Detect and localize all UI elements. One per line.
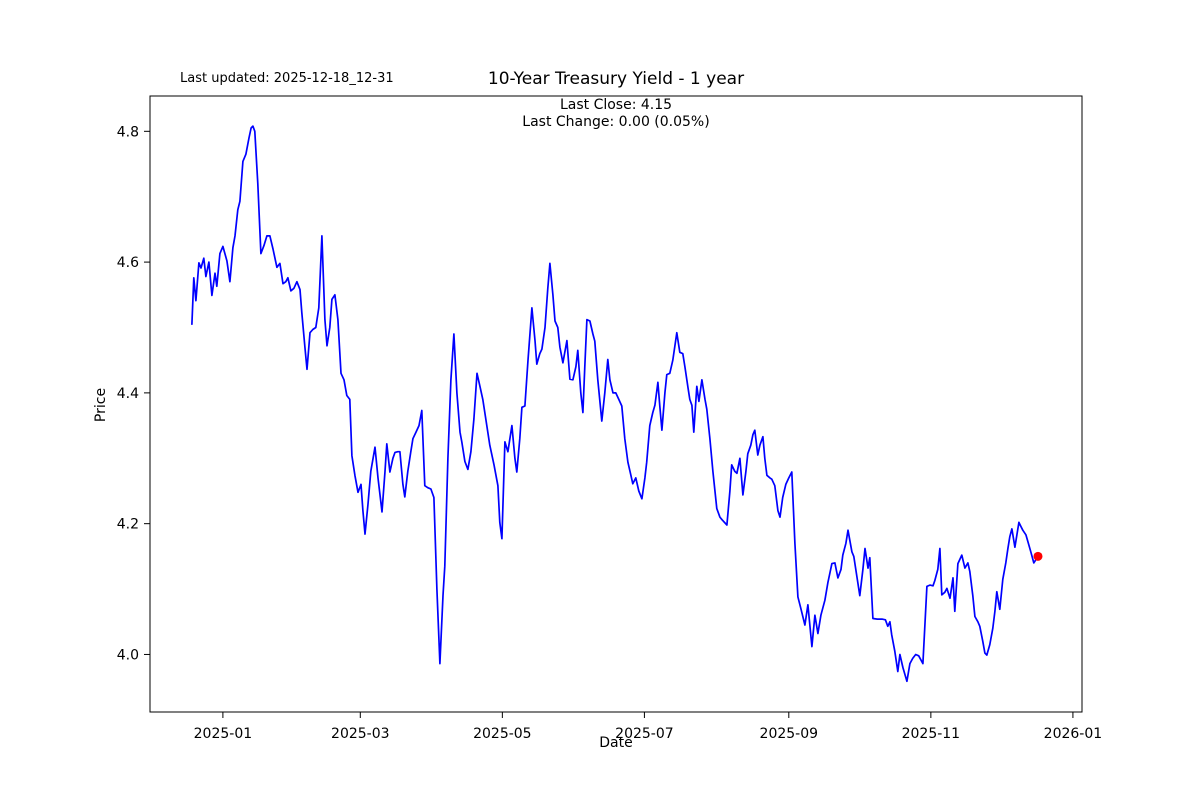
- y-tick-label: 4.2: [117, 517, 139, 533]
- y-tick-label: 4.0: [117, 647, 139, 663]
- y-tick-label: 4.6: [117, 255, 139, 271]
- x-tick-label: 2025-09: [760, 726, 819, 742]
- x-tick-label: 2025-01: [194, 726, 253, 742]
- chart-subtitle: Last Close: 4.15 Last Change: 0.00 (0.05…: [150, 97, 1082, 131]
- price-line: [191, 125, 1039, 683]
- x-tick-label: 2026-01: [1044, 726, 1103, 742]
- y-axis-label: Price: [93, 387, 109, 423]
- y-tick-label: 4.4: [117, 386, 139, 402]
- last-close-text: Last Close: 4.15: [559, 97, 673, 113]
- last-updated-text: Last updated: 2025-12-18_12-31: [180, 71, 394, 86]
- x-tick-label: 2025-11: [902, 726, 961, 742]
- x-axis-label: Date: [599, 735, 633, 751]
- x-tick-label: 2025-03: [331, 726, 390, 742]
- x-tick-label: 2025-05: [473, 726, 532, 742]
- x-tick-label: 2025-07: [615, 726, 674, 742]
- last-change-text: Last Change: 0.00 (0.05%): [522, 114, 710, 130]
- last-close-marker: [1033, 551, 1043, 561]
- plot-border: [149, 95, 1083, 713]
- y-tick-label: 4.8: [117, 124, 139, 140]
- chart-title: 10-Year Treasury Yield - 1 year: [487, 69, 745, 89]
